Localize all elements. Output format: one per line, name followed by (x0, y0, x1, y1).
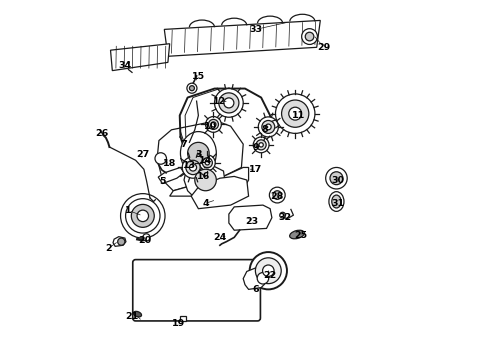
Ellipse shape (332, 195, 341, 208)
Circle shape (131, 204, 154, 227)
Polygon shape (170, 167, 248, 196)
Circle shape (186, 160, 200, 175)
Circle shape (259, 143, 263, 147)
Circle shape (273, 191, 282, 199)
Ellipse shape (329, 192, 344, 211)
Text: 18: 18 (163, 159, 176, 168)
Text: 3: 3 (195, 150, 201, 159)
Circle shape (256, 140, 266, 150)
Circle shape (121, 194, 165, 238)
Text: 2: 2 (105, 244, 112, 253)
Polygon shape (157, 121, 243, 191)
Circle shape (125, 199, 160, 233)
Circle shape (258, 117, 278, 137)
Text: 32: 32 (278, 213, 291, 222)
Text: 6: 6 (252, 285, 259, 294)
Polygon shape (184, 166, 225, 196)
Circle shape (137, 210, 148, 222)
Text: 5: 5 (159, 177, 166, 186)
Circle shape (188, 142, 209, 164)
Polygon shape (113, 237, 126, 246)
Circle shape (195, 169, 216, 191)
Circle shape (263, 265, 274, 276)
Ellipse shape (133, 311, 142, 317)
Polygon shape (158, 167, 184, 184)
Polygon shape (164, 21, 320, 56)
Text: 12: 12 (213, 96, 226, 105)
Circle shape (155, 153, 167, 164)
Circle shape (250, 252, 287, 289)
Text: 28: 28 (270, 192, 284, 201)
Polygon shape (229, 205, 272, 230)
Text: 16: 16 (197, 172, 210, 181)
Circle shape (330, 172, 343, 185)
Circle shape (266, 124, 271, 130)
Polygon shape (243, 268, 267, 289)
Circle shape (205, 161, 210, 165)
Ellipse shape (180, 132, 216, 175)
Circle shape (302, 29, 318, 44)
Circle shape (224, 98, 234, 108)
Circle shape (280, 212, 286, 218)
Text: 19: 19 (172, 319, 185, 328)
Circle shape (257, 273, 269, 284)
Circle shape (275, 94, 315, 134)
Circle shape (219, 93, 239, 113)
Circle shape (143, 234, 150, 241)
Text: 4: 4 (202, 199, 209, 208)
Circle shape (205, 117, 221, 132)
Text: 31: 31 (332, 199, 345, 208)
Ellipse shape (290, 230, 304, 239)
Text: 7: 7 (181, 140, 187, 149)
Circle shape (190, 164, 196, 171)
Circle shape (289, 107, 302, 120)
Circle shape (190, 86, 195, 91)
Text: 33: 33 (249, 25, 262, 34)
Text: 14: 14 (199, 156, 212, 165)
Circle shape (326, 167, 347, 189)
Text: 17: 17 (249, 165, 262, 174)
Circle shape (208, 120, 219, 130)
Circle shape (305, 32, 314, 41)
Text: 9: 9 (252, 143, 259, 152)
Circle shape (262, 121, 275, 134)
Text: 11: 11 (292, 111, 305, 120)
Circle shape (270, 187, 285, 203)
Text: 15: 15 (192, 72, 205, 81)
Polygon shape (191, 176, 248, 209)
Circle shape (182, 157, 204, 178)
Circle shape (215, 89, 243, 117)
Text: 25: 25 (294, 231, 307, 240)
Text: 8: 8 (261, 125, 268, 134)
Text: 26: 26 (95, 129, 108, 138)
Bar (180, 316, 186, 320)
FancyBboxPatch shape (133, 260, 260, 321)
Circle shape (187, 83, 197, 93)
Circle shape (199, 155, 215, 171)
Text: 21: 21 (125, 312, 139, 321)
Text: 1: 1 (125, 206, 132, 215)
Circle shape (118, 238, 125, 245)
Circle shape (253, 137, 269, 153)
Text: 20: 20 (138, 237, 151, 246)
Polygon shape (111, 44, 170, 71)
Text: 13: 13 (183, 161, 196, 170)
Circle shape (282, 100, 309, 127)
Text: 10: 10 (204, 122, 218, 131)
Text: 29: 29 (317, 43, 331, 52)
Text: 22: 22 (264, 270, 277, 279)
Text: 27: 27 (136, 150, 149, 159)
Text: 23: 23 (245, 217, 259, 226)
Text: 34: 34 (118, 61, 131, 70)
Text: 24: 24 (213, 233, 226, 242)
Circle shape (202, 158, 212, 168)
Circle shape (255, 258, 281, 284)
Text: 30: 30 (332, 176, 345, 185)
Circle shape (211, 122, 216, 127)
